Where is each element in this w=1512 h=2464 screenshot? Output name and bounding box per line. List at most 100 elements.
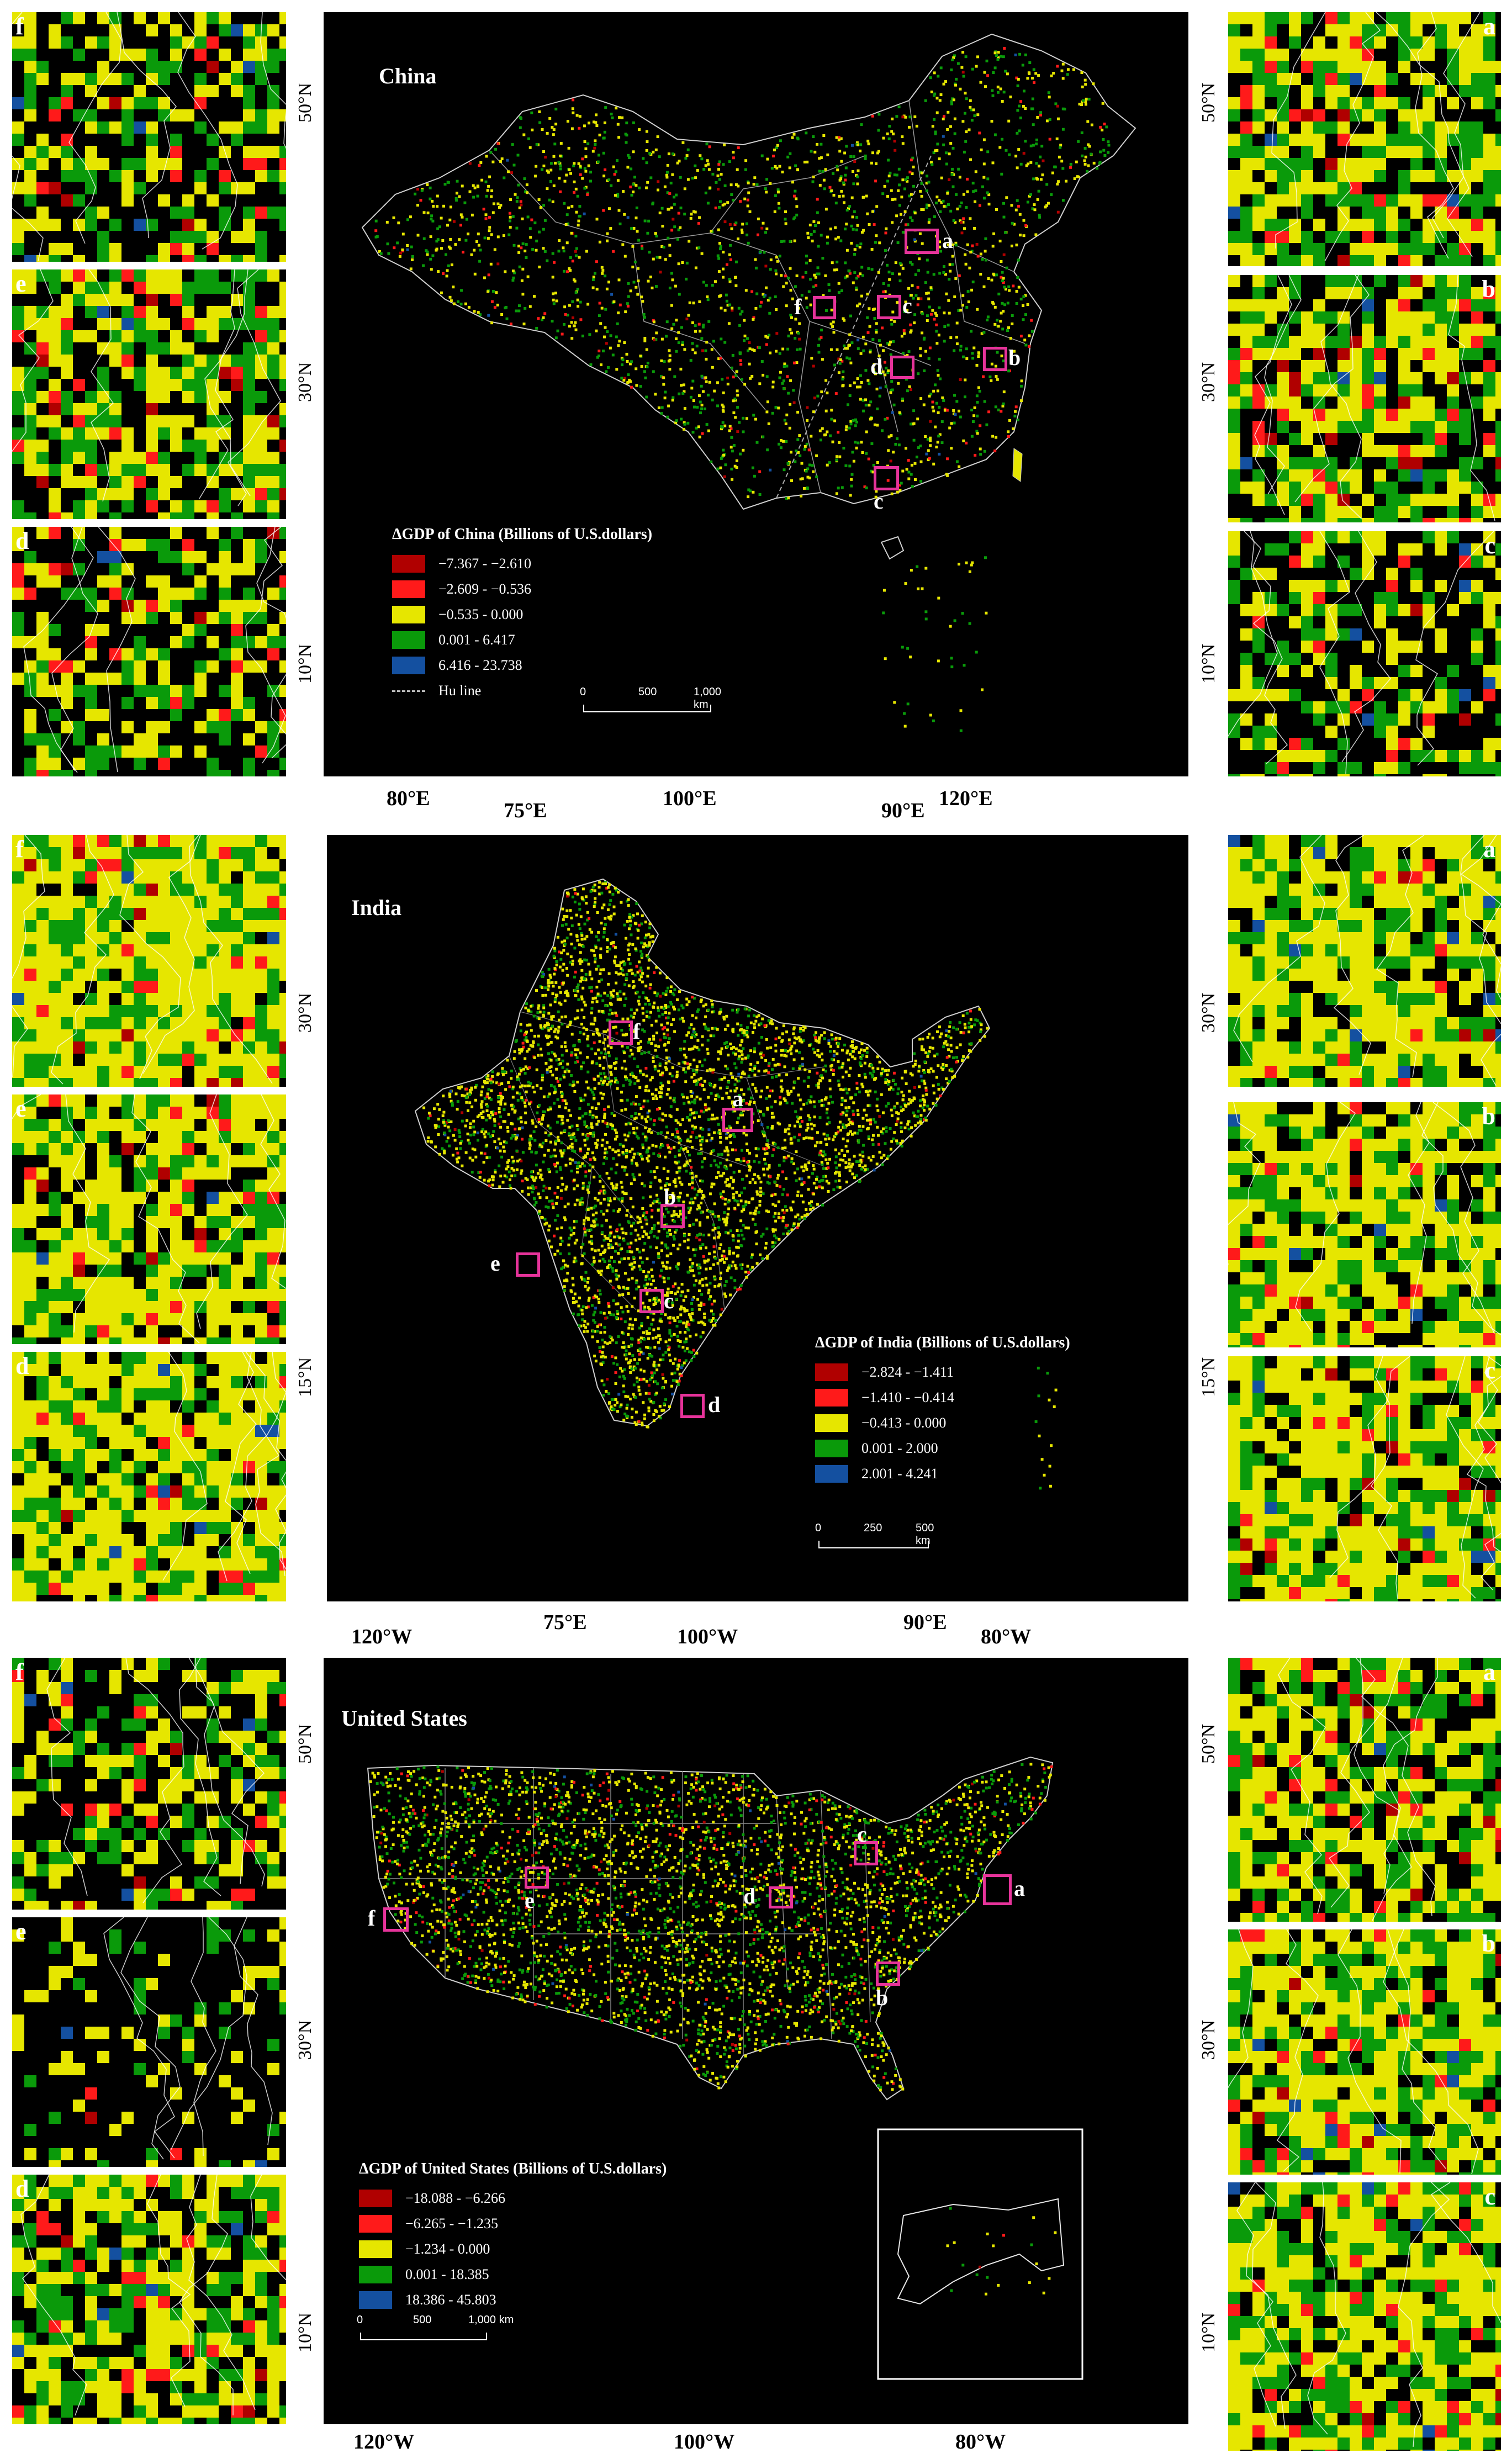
raster-cell	[542, 228, 545, 231]
raster-cell	[24, 908, 36, 920]
raster-cell	[1289, 336, 1301, 348]
raster-cell	[947, 203, 950, 206]
raster-cell	[36, 745, 49, 758]
raster-cell	[1362, 311, 1374, 324]
raster-cell	[1410, 348, 1423, 360]
raster-cell	[1325, 287, 1337, 299]
raster-cell	[742, 430, 745, 433]
raster-cell	[121, 306, 134, 318]
china-roi-b[interactable]	[983, 347, 1007, 371]
raster-cell	[447, 245, 451, 248]
raster-cell	[936, 389, 939, 393]
raster-cell	[1032, 177, 1035, 181]
raster-cell	[1103, 123, 1106, 126]
raster-cell	[1265, 433, 1277, 445]
raster-cell	[799, 454, 802, 457]
raster-cell	[589, 171, 593, 174]
raster-cell	[704, 376, 707, 379]
raster-cell	[512, 163, 516, 167]
raster-cell	[1410, 580, 1423, 592]
raster-cell	[1471, 348, 1483, 360]
raster-cell	[859, 143, 863, 146]
raster-cell	[219, 721, 231, 733]
raster-cell	[731, 354, 734, 357]
raster-cell	[1102, 149, 1106, 152]
raster-cell	[85, 121, 97, 134]
china-roi-d[interactable]	[890, 356, 914, 379]
raster-cell	[792, 194, 796, 198]
raster-cell	[773, 210, 776, 213]
raster-cell	[97, 255, 109, 262]
raster-cell	[1240, 134, 1252, 146]
boundary-line	[1341, 531, 1391, 763]
raster-cell	[974, 200, 977, 203]
raster-cell	[901, 469, 905, 473]
raster-cell	[542, 150, 545, 153]
raster-cell	[573, 279, 577, 283]
china-roi-a[interactable]	[905, 229, 939, 254]
raster-cell	[1277, 689, 1289, 701]
raster-cell	[1313, 580, 1325, 592]
raster-cell	[855, 286, 858, 289]
raster-cell	[73, 859, 85, 871]
raster-cell	[958, 176, 961, 179]
china-roi-c-south[interactable]	[874, 466, 899, 490]
raster-cell	[1337, 49, 1350, 61]
raster-cell	[146, 379, 158, 391]
tile-letter: f	[15, 836, 24, 863]
raster-cell	[267, 1204, 279, 1216]
raster-cell	[134, 1119, 146, 1131]
raster-cell	[960, 201, 963, 204]
raster-cell	[243, 379, 255, 391]
raster-cell	[134, 920, 146, 932]
raster-cell	[931, 163, 934, 166]
raster-cell	[670, 304, 673, 307]
raster-cell	[722, 163, 725, 166]
raster-cell	[1459, 469, 1471, 482]
raster-cell	[455, 192, 458, 195]
raster-cell	[109, 1041, 121, 1054]
raster-cell	[1031, 107, 1034, 110]
raster-cell	[954, 83, 957, 87]
raster-cell	[753, 176, 757, 179]
raster-cell	[73, 269, 85, 282]
raster-cell	[509, 226, 512, 229]
raster-cell	[629, 289, 632, 293]
raster-cell	[845, 356, 849, 359]
raster-cell	[652, 370, 655, 373]
raster-cell	[36, 1228, 49, 1240]
raster-cell	[1362, 49, 1374, 61]
raster-cell	[255, 969, 267, 981]
raster-cell	[158, 1155, 170, 1167]
raster-cell	[1423, 36, 1435, 49]
raster-cell	[697, 322, 701, 326]
raster-cell	[700, 252, 704, 255]
china-roi-c-north[interactable]	[877, 295, 901, 319]
raster-cell	[49, 488, 61, 500]
raster-cell	[797, 331, 800, 335]
raster-cell	[134, 932, 146, 944]
raster-cell	[36, 944, 49, 956]
raster-cell	[844, 178, 847, 182]
raster-cell	[109, 24, 121, 36]
swatch	[392, 657, 425, 674]
raster-cell	[660, 359, 663, 362]
raster-cell	[1019, 162, 1023, 166]
raster-cell	[219, 944, 231, 956]
raster-cell	[927, 204, 931, 207]
china-tile-c-map	[1228, 531, 1501, 776]
raster-cell	[1495, 311, 1501, 324]
raster-cell	[1398, 556, 1410, 568]
raster-cell	[665, 173, 668, 177]
raster-cell	[478, 260, 482, 263]
raster-cell	[793, 216, 796, 219]
raster-cell	[1435, 518, 1447, 522]
raster-cell	[912, 422, 916, 425]
raster-cell	[1374, 713, 1386, 726]
raster-cell	[85, 440, 97, 452]
raster-cell	[635, 207, 638, 209]
raster-cell	[97, 36, 109, 49]
china-roi-f[interactable]	[813, 296, 836, 319]
raster-cell	[909, 261, 912, 264]
raster-cell	[898, 204, 901, 207]
